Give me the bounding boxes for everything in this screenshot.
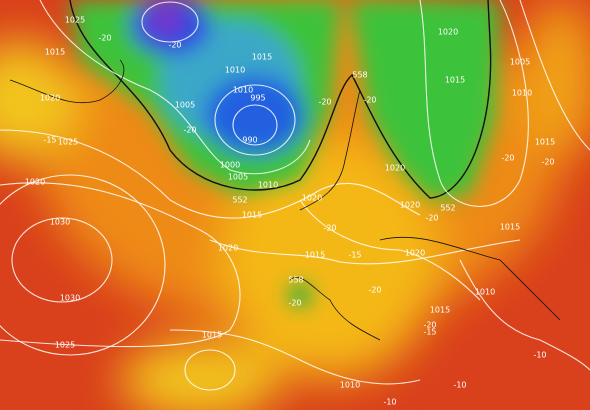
contour-label: 1020 [438,28,458,37]
contour-label: 1020 [405,249,425,258]
contour-label: 1015 [305,251,325,260]
contour-label: -10 [383,398,396,407]
contour-label: 1020 [40,94,60,103]
contour-label: 1005 [510,58,530,67]
contour-label: 1015 [45,48,65,57]
contour-label: 1015 [202,331,222,340]
contour-label: 1020 [25,178,45,187]
contour-label: -10 [453,381,466,390]
contour-label: 1010 [233,86,253,95]
contour-label: 1015 [430,306,450,315]
contour-label: -20 [423,321,436,330]
contour-label: 1020 [302,194,322,203]
contour-label: 558 [288,276,303,285]
contour-label: -20 [168,41,181,50]
contour-label: -20 [183,126,196,135]
contour-label: 1010 [340,381,360,390]
contour-label: -20 [363,96,376,105]
front-line [69,0,492,199]
contour-label: 1025 [55,341,75,350]
contour-label: 1025 [65,16,85,25]
contour-label: 558 [352,71,367,80]
contour-label: -20 [541,158,554,167]
contour-label: 552 [232,196,247,205]
contour-label: 1020 [218,244,238,253]
contour-label: -20 [98,34,111,43]
contour-label: -20 [318,98,331,107]
contour-label: 1030 [60,294,80,303]
contour-label: -15 [43,136,56,145]
contour-label: 1015 [535,138,555,147]
contour-label: 1030 [50,218,70,227]
contour-label: -10 [533,351,546,360]
contour-label: 990 [242,136,257,145]
contour-label: -20 [368,286,381,295]
contour-label: 552 [440,204,455,213]
contour-label: 995 [250,94,265,103]
contour-label: 1025 [58,138,78,147]
contour-label: 1015 [252,53,272,62]
contour-label: -20 [501,154,514,163]
contour-label: 1015 [500,223,520,232]
contour-label: 1005 [228,173,248,182]
contour-label: 1010 [258,181,278,190]
contour-label: 1000 [220,161,240,170]
contour-label: -15 [348,251,361,260]
isobars [0,0,590,391]
contour-label: 1010 [512,89,532,98]
contour-label: 1005 [175,101,195,110]
contour-label: 1020 [385,164,405,173]
contour-label: -15 [423,328,436,337]
contour-label: 1015 [242,211,262,220]
contour-labels: 1025 1015 1020 1025 1020 1030 1030 1025 1010 1010… [25,16,555,407]
contour-label: -20 [288,299,301,308]
coastlines [9,59,561,341]
contour-label: 1010 [225,66,245,75]
contour-label: 1020 [400,201,420,210]
contour-label: -20 [425,214,438,223]
contour-label: 1010 [475,288,495,297]
contour-label: 1015 [445,76,465,85]
contour-label: -20 [323,224,336,233]
